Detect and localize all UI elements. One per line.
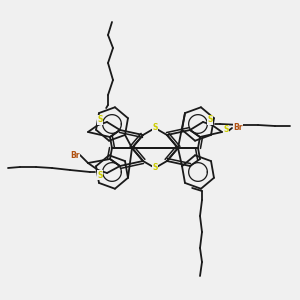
Text: Br: Br — [70, 151, 80, 160]
Text: S: S — [152, 164, 158, 172]
Text: S: S — [207, 116, 213, 124]
Text: S: S — [97, 116, 103, 124]
Text: S: S — [152, 124, 158, 133]
Text: Br: Br — [233, 124, 243, 133]
Text: S: S — [223, 125, 229, 134]
Text: S: S — [97, 170, 103, 179]
